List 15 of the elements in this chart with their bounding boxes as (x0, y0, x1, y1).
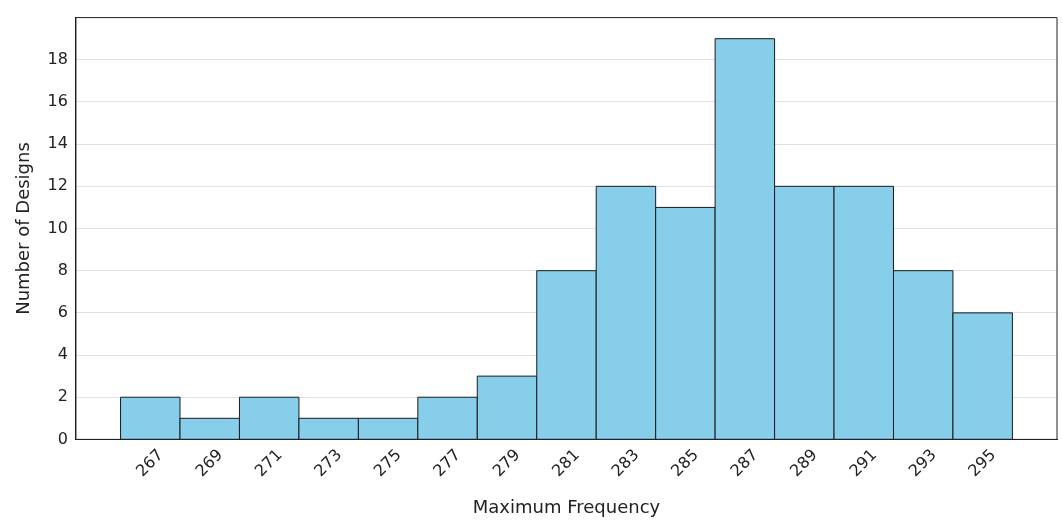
x-axis-title: Maximum Frequency (472, 495, 661, 517)
y-tick-label: 18 (47, 48, 68, 68)
y-tick-label: 8 (57, 259, 68, 279)
y-tick-label: 2 (57, 386, 68, 406)
y-tick-label: 6 (57, 302, 68, 322)
y-tick-label: 12 (47, 175, 68, 195)
x-tick-label: 291 (845, 444, 881, 480)
y-tick-label: 10 (47, 217, 68, 237)
x-tick-label: 281 (548, 444, 584, 480)
y-tick-label: 16 (47, 91, 68, 111)
y-axis-title: Number of Designs (12, 142, 34, 315)
y-tick-label: 0 (57, 428, 68, 448)
y-tick-label: 14 (47, 133, 68, 153)
x-tick-label: 271 (250, 444, 286, 480)
y-tick-label: 4 (57, 344, 68, 364)
